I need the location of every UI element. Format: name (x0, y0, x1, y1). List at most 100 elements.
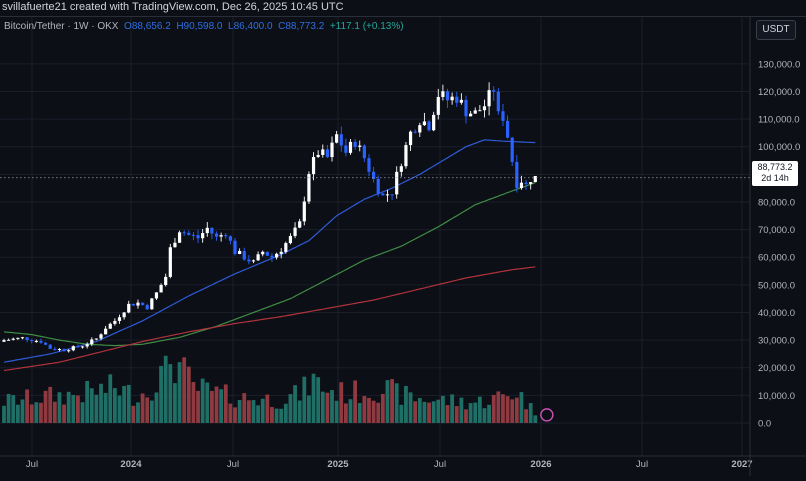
volume-bar (307, 395, 311, 423)
volume-bar (210, 390, 214, 423)
legend-symbol[interactable]: Bitcoin/Tether · 1W · OKX (4, 21, 119, 32)
volume-bar (427, 402, 431, 423)
volume-bar (173, 383, 177, 423)
volume-bar (311, 373, 316, 423)
volume-bar (459, 397, 464, 423)
bar-countdown: 2d 14h (761, 173, 789, 183)
x-tick-label: 2026 (530, 459, 551, 470)
volume-bar (191, 382, 196, 423)
volume-bar (274, 408, 279, 423)
candle-body (399, 166, 403, 172)
volume-bar (29, 404, 34, 423)
candle-body (256, 254, 260, 261)
candle-body (459, 99, 463, 103)
candle-body (76, 346, 80, 348)
volume-bar (279, 408, 284, 423)
candle-body (205, 227, 209, 234)
candle-body (288, 235, 293, 244)
candle-body (53, 348, 57, 350)
current-price-value: 88,773.2 (757, 162, 793, 172)
currency-button[interactable]: USDT (756, 20, 796, 40)
moving-average-line (3, 139, 536, 363)
volume-bar (71, 394, 76, 423)
volume-bar (2, 405, 6, 423)
x-tick-label: Jul (227, 459, 239, 470)
volume-bar (163, 355, 168, 423)
volume-bar (519, 392, 524, 423)
legend-close: C88,773.2 (278, 21, 325, 32)
candle-body (265, 251, 269, 256)
volume-layer (2, 355, 538, 423)
candle-body (242, 250, 246, 260)
volume-bar (316, 377, 321, 423)
volume-bar (62, 404, 66, 423)
candle-body (418, 125, 422, 133)
y-tick-label: 110,000.0 (758, 115, 800, 126)
candle-body (510, 137, 514, 162)
volume-bar (454, 406, 459, 423)
candle-body (43, 342, 48, 345)
y-tick-label: 10,000.0 (758, 391, 795, 402)
volume-bar (265, 394, 270, 423)
candle-body (150, 298, 154, 310)
candle-body (224, 235, 228, 237)
volume-bar (154, 392, 159, 423)
candle-body (515, 161, 519, 188)
candle-body (94, 338, 98, 340)
candle-body (25, 337, 29, 341)
volume-bar (76, 395, 80, 423)
volume-bar (66, 391, 71, 423)
candle-body (390, 194, 394, 196)
current-price-tag: 88,773.2 2d 14h (752, 161, 798, 186)
candle-body (344, 145, 348, 153)
volume-bar (20, 399, 25, 423)
volume-bar (343, 403, 348, 423)
volume-bar (39, 402, 43, 423)
volume-bar (228, 403, 233, 423)
y-tick-label: 100,000.0 (758, 142, 800, 153)
candle-body (117, 317, 122, 321)
volume-bar (6, 393, 11, 423)
volume-bar (246, 400, 251, 423)
tradingview-logo-icon[interactable] (540, 408, 554, 422)
volume-bar (140, 393, 145, 423)
candle-body (307, 174, 311, 202)
x-tick-label: 2027 (731, 459, 752, 470)
volume-bar (385, 380, 390, 423)
volume-bar (302, 376, 307, 423)
legend-high: H90,598.0 (176, 21, 223, 32)
volume-bar (52, 401, 57, 423)
candle-body (362, 145, 366, 159)
candle-body (2, 340, 6, 342)
volume-bar (482, 408, 487, 423)
volume-bar (325, 392, 330, 423)
candle-body (505, 120, 510, 138)
volume-bar (219, 389, 224, 423)
candle-body (478, 110, 482, 112)
volume-bar (510, 399, 515, 423)
volume-bar (487, 404, 491, 423)
axis-layer: 130,000.0120,000.0110,000.0100,000.090,0… (0, 17, 806, 476)
volume-bar (57, 392, 62, 423)
volume-bar (34, 402, 39, 423)
volume-bar (404, 385, 408, 423)
candle-body (473, 110, 477, 114)
legend-open: O88,656.2 (124, 21, 171, 32)
candle-body (519, 182, 524, 188)
candle-body (311, 156, 316, 175)
candle-body (270, 255, 274, 258)
volume-bar (108, 374, 113, 423)
candle-body (395, 171, 399, 195)
volume-bar (348, 399, 353, 423)
volume-bar (85, 381, 90, 423)
volume-bar (417, 398, 422, 423)
candle-body (127, 303, 131, 313)
volume-bar (145, 397, 150, 423)
volume-bar (256, 405, 260, 423)
candle-body (335, 134, 339, 143)
volume-bar (320, 391, 325, 423)
volume-bar (376, 402, 381, 423)
volume-bar (501, 394, 505, 423)
